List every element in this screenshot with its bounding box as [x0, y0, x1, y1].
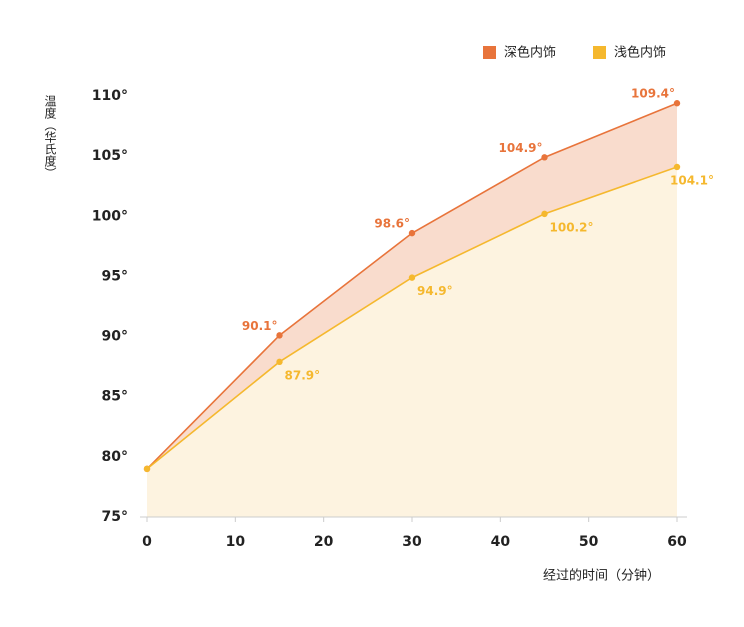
point — [276, 332, 283, 339]
point — [541, 210, 548, 218]
y-tick-label: 90° — [102, 329, 128, 345]
value-label: 104.1° — [670, 173, 714, 187]
value-label: 87.9° — [285, 368, 321, 382]
point — [143, 465, 151, 473]
y-tick-label: 110° — [92, 88, 128, 104]
x-tick-label: 40 — [491, 534, 511, 550]
y-tick-label: 100° — [92, 208, 128, 224]
legend-swatch — [483, 46, 496, 59]
value-label: 98.6° — [374, 217, 410, 231]
area — [147, 166, 677, 517]
point — [673, 163, 681, 171]
x-tick-label: 20 — [314, 534, 334, 550]
value-label: 100.2° — [550, 220, 594, 234]
point — [408, 274, 416, 281]
y-tick-label: 85° — [102, 389, 128, 405]
point — [541, 154, 548, 161]
legend-swatch — [593, 46, 606, 59]
x-tick-label: 0 — [142, 534, 152, 550]
point — [276, 358, 283, 366]
y-tick-label: 75° — [102, 509, 128, 525]
y-tick-label: 80° — [102, 449, 128, 465]
point — [673, 100, 681, 107]
x-axis-title: 经过的时间（分钟） — [543, 568, 660, 584]
y-tick-label: 95° — [102, 268, 128, 284]
value-label: 109.4° — [631, 87, 675, 101]
value-label: 104.9° — [499, 141, 543, 155]
value-label: 90.1° — [242, 319, 278, 333]
point — [408, 229, 416, 237]
y-tick-label: 105° — [92, 148, 128, 164]
x-tick-label: 30 — [402, 534, 422, 550]
legend-label: 深色内饰 — [504, 45, 556, 61]
value-label: 94.9° — [417, 284, 453, 298]
x-tick-label: 50 — [579, 534, 599, 550]
legend-label: 浅色内饰 — [614, 45, 666, 61]
x-tick-label: 60 — [667, 534, 687, 550]
x-tick-label: 10 — [226, 534, 246, 550]
y-axis-title: 温度（华氏度） — [43, 95, 57, 179]
